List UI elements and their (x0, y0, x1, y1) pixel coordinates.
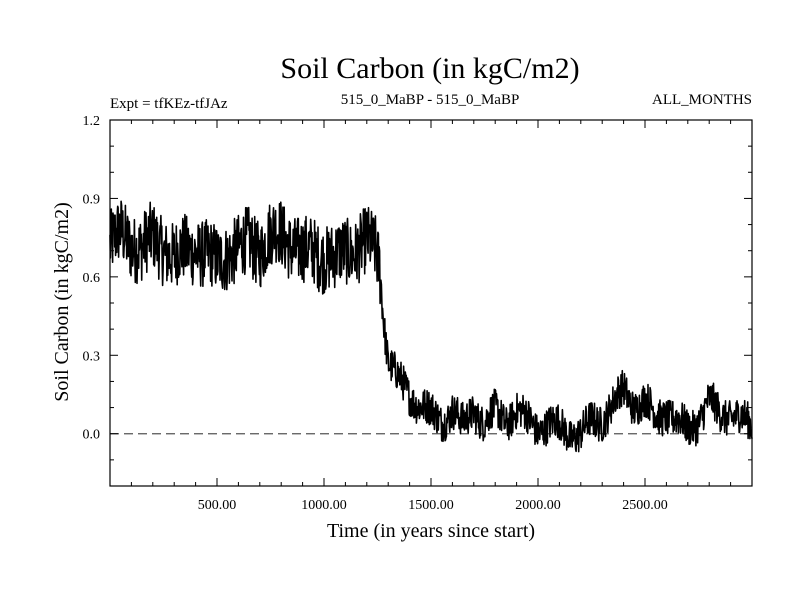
experiment-label: Expt = tfKEz-tfJAz (110, 96, 228, 112)
y-tick-label: 1.2 (83, 114, 101, 129)
plot-area (109, 200, 753, 453)
y-tick-label: 0.3 (83, 349, 101, 364)
y-tick-label: 0.9 (83, 192, 101, 207)
y-tick-label: 0.0 (83, 428, 101, 443)
x-tick-label: 1000.00 (301, 498, 347, 513)
series-line-0 (109, 200, 753, 453)
x-tick-label: 2500.00 (622, 498, 668, 513)
x-axis-label: Time (in years since start) (327, 520, 535, 542)
x-tick-label: 1500.00 (408, 498, 454, 513)
plot-frame (109, 119, 753, 487)
y-axis-label: Soil Carbon (in kgC/m2) (51, 202, 73, 401)
x-tick-label: 500.00 (198, 498, 237, 513)
x-tick-label: 2000.00 (515, 498, 561, 513)
chart-title: Soil Carbon (in kgC/m2) (280, 52, 579, 85)
months-label: ALL_MONTHS (652, 92, 752, 108)
y-tick-label: 0.6 (83, 271, 101, 286)
axes: 500.00 1000.00 1500.00 2000.00 2500.00 0.0 0.3… (83, 114, 753, 513)
period-label: 515_0_MaBP - 515_0_MaBP (341, 92, 520, 108)
